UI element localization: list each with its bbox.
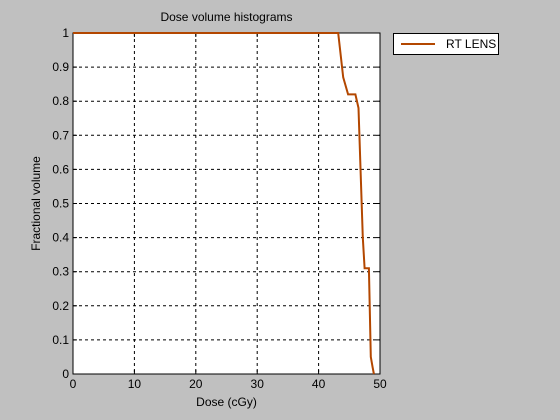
plot-area bbox=[73, 33, 380, 374]
y-tick-label: 0.5 bbox=[52, 197, 69, 211]
y-tick-label: 0 bbox=[62, 367, 69, 381]
y-tick-label: 0.8 bbox=[52, 94, 69, 108]
legend: RT LENS bbox=[393, 33, 499, 55]
x-tick-label: 30 bbox=[251, 377, 265, 391]
x-tick-label: 10 bbox=[128, 377, 142, 391]
legend-swatch bbox=[401, 43, 435, 45]
x-tick-label: 0 bbox=[70, 377, 77, 391]
y-tick-label: 1 bbox=[62, 26, 69, 40]
x-tick-label: 40 bbox=[312, 377, 326, 391]
y-tick-label: 0.9 bbox=[52, 60, 69, 74]
x-axis-label: Dose (cGy) bbox=[196, 395, 257, 409]
y-tick-label: 0.6 bbox=[52, 162, 69, 176]
y-tick-label: 0.3 bbox=[52, 265, 69, 279]
series-line-0 bbox=[73, 32, 375, 375]
y-axis-label: Fractional volume bbox=[29, 156, 43, 251]
x-tick-label: 50 bbox=[373, 377, 387, 391]
y-tick-label: 0.4 bbox=[52, 231, 69, 245]
y-tick-label: 0.7 bbox=[52, 128, 69, 142]
chart-title: Dose volume histograms bbox=[160, 10, 292, 24]
legend-label: RT LENS bbox=[446, 37, 497, 51]
y-tick-label: 0.2 bbox=[52, 299, 69, 313]
x-tick-label: 20 bbox=[189, 377, 203, 391]
y-tick-label: 0.1 bbox=[52, 333, 69, 347]
